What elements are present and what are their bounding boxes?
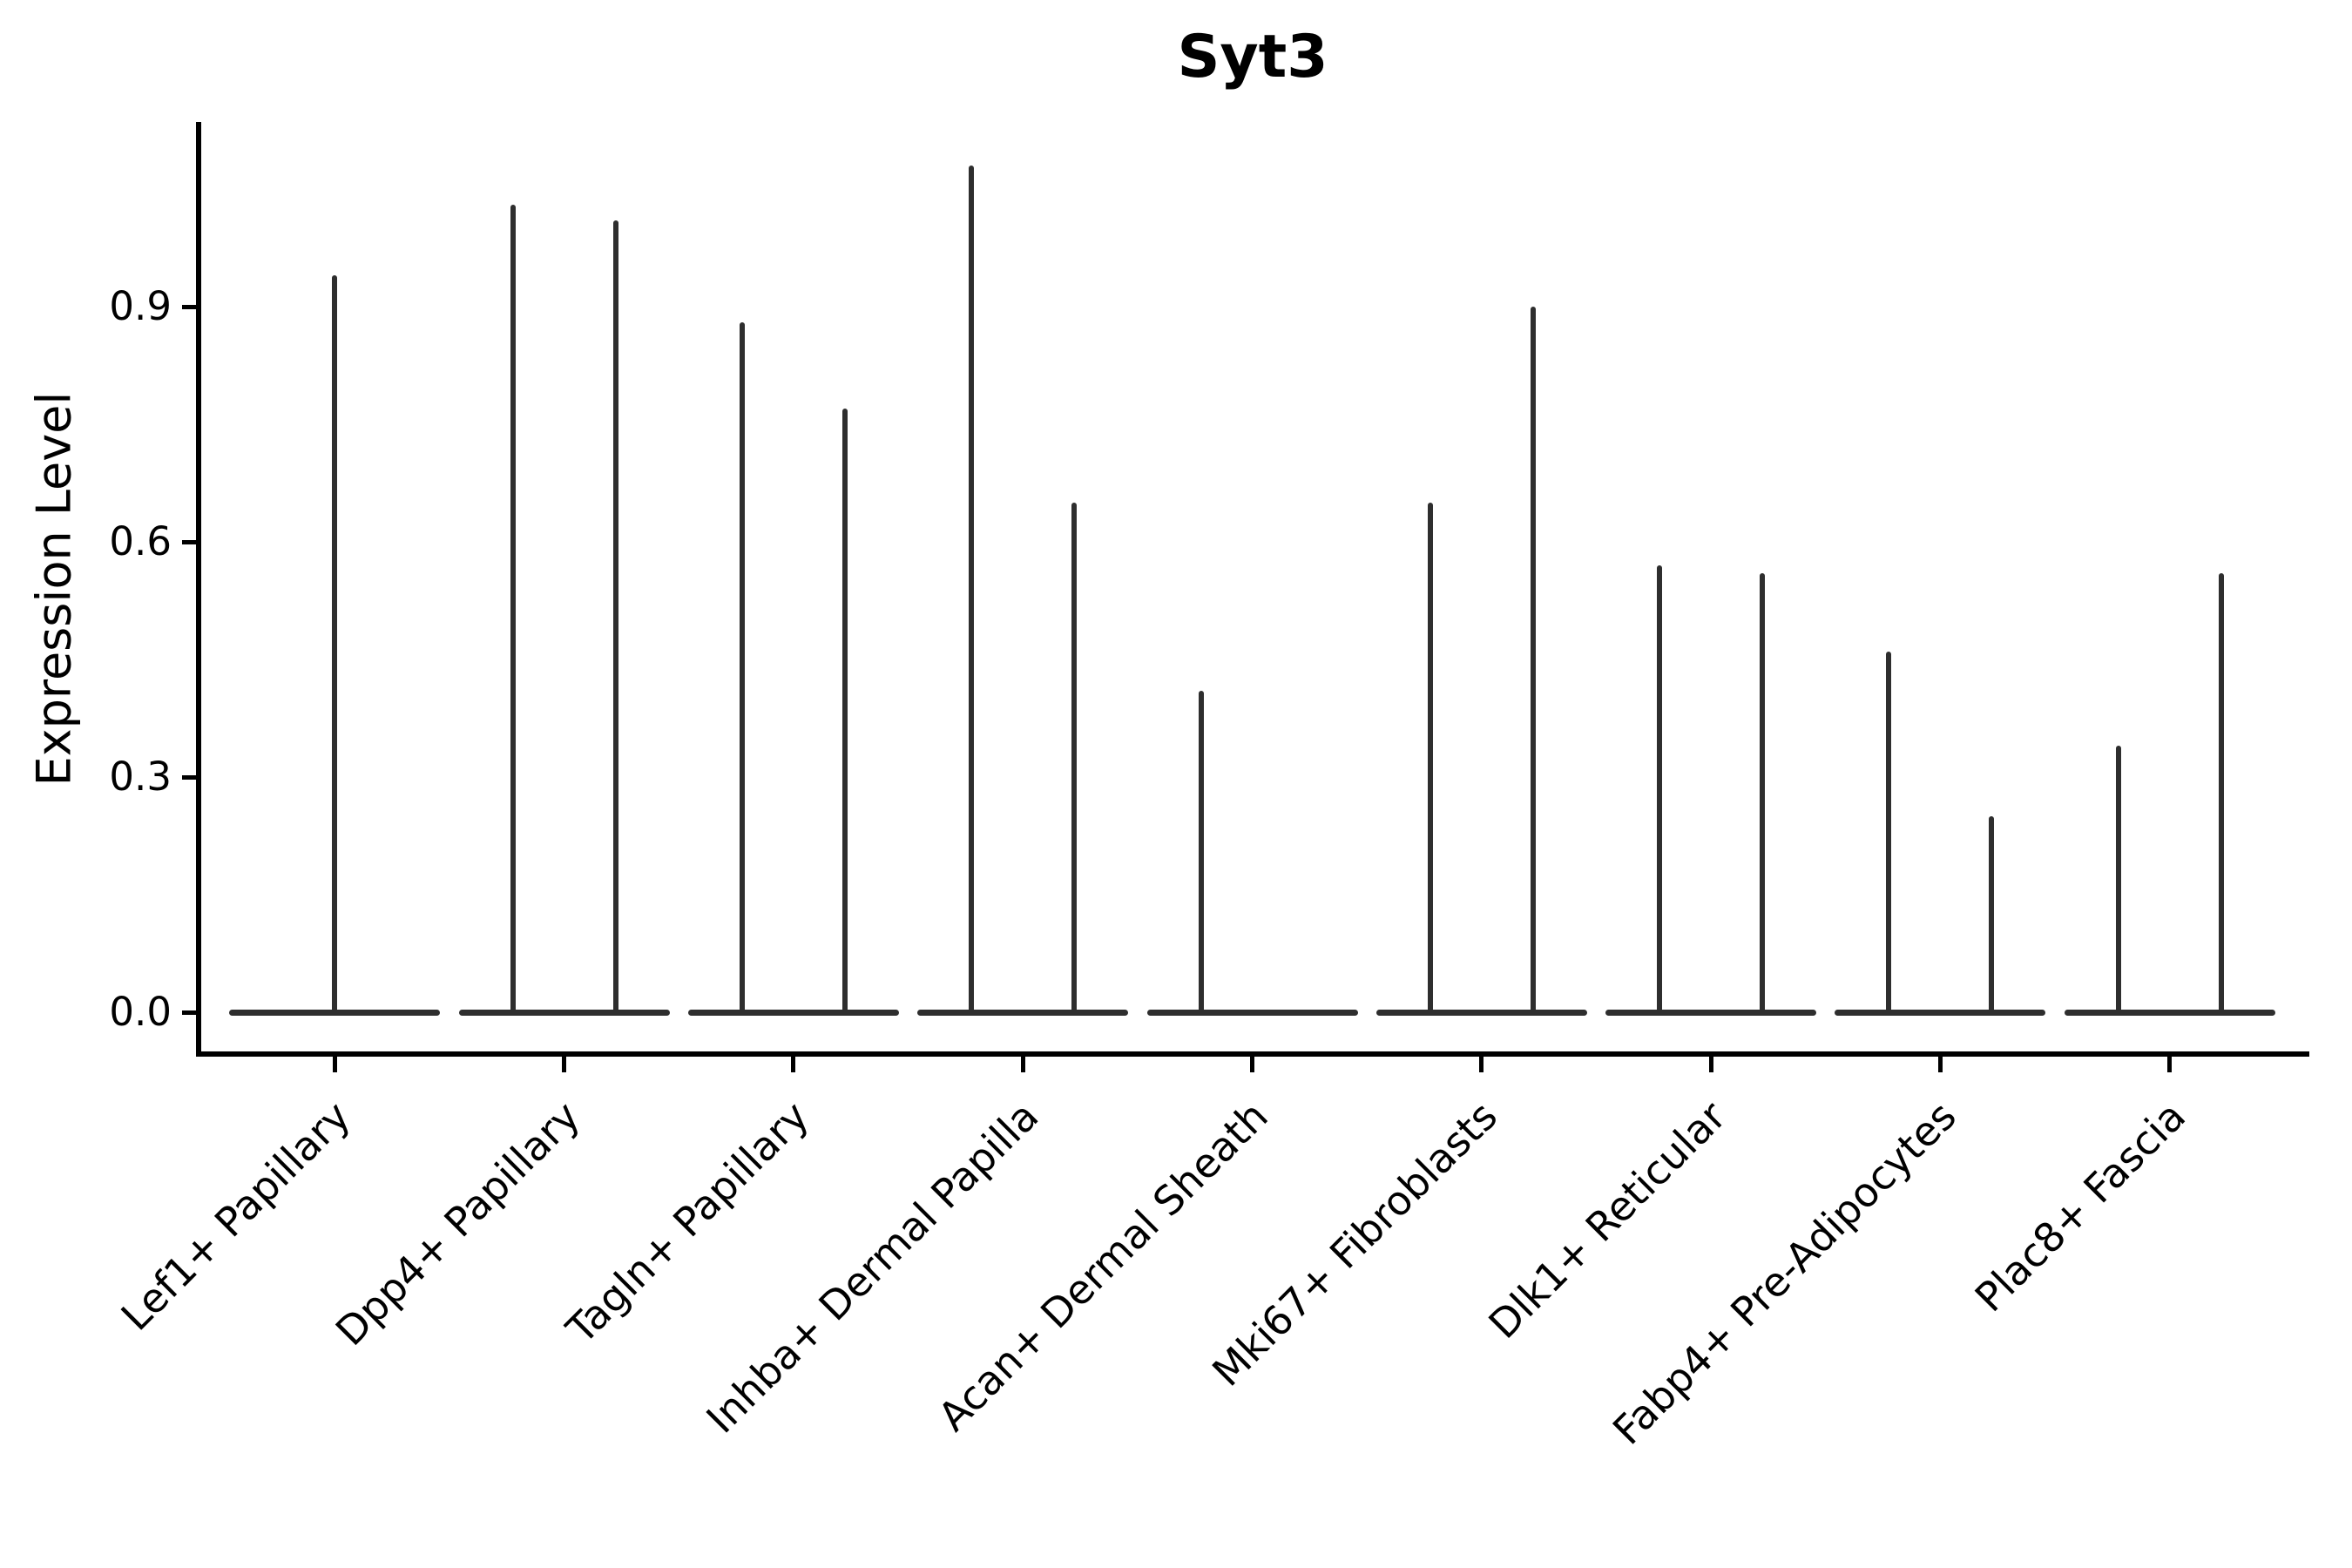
violin-spike	[1198, 691, 1204, 1016]
y-tick	[182, 304, 196, 309]
violin-spike	[612, 220, 618, 1016]
violin-spike	[739, 322, 745, 1016]
x-tick-label: Dpp4+ Papillary	[326, 1092, 589, 1355]
violin-spike	[1427, 503, 1433, 1016]
y-tick	[182, 774, 196, 780]
y-tick-label: 0.9	[109, 283, 172, 329]
violin-baseline	[458, 1009, 670, 1016]
violin-baseline	[1146, 1009, 1358, 1016]
x-tick	[332, 1057, 337, 1072]
violin-baseline	[917, 1009, 1129, 1016]
x-tick-label: Tagln+ Papillary	[558, 1092, 818, 1353]
y-tick	[182, 539, 196, 544]
violin-baseline	[1835, 1009, 2046, 1016]
chart-title: Syt3	[1177, 23, 1328, 91]
violin-spike	[2115, 746, 2121, 1016]
x-tick	[1250, 1057, 1254, 1072]
y-tick-label: 0.6	[109, 518, 172, 564]
violin-spike	[1886, 652, 1892, 1016]
x-tick	[1708, 1057, 1713, 1072]
x-tick	[562, 1057, 567, 1072]
x-tick	[1020, 1057, 1025, 1072]
violin-baseline	[2064, 1009, 2275, 1016]
violin-baseline	[1605, 1009, 1817, 1016]
x-tick	[1937, 1057, 1943, 1072]
violin-spike	[969, 166, 975, 1016]
y-tick-label: 0.3	[109, 754, 172, 800]
y-axis-label: Expression Level	[26, 391, 82, 787]
x-axis-spine	[196, 1051, 2309, 1057]
violin-spike	[1530, 307, 1536, 1016]
violin-spike	[1657, 565, 1663, 1016]
violin-baseline	[1375, 1009, 1587, 1016]
x-tick	[1479, 1057, 1484, 1072]
x-tick-label: Lef1+ Papillary	[112, 1092, 360, 1340]
violin-spike	[2218, 573, 2224, 1016]
violin-spike	[332, 275, 338, 1016]
x-tick	[791, 1057, 796, 1072]
violin-baseline	[687, 1009, 899, 1016]
y-tick-label: 0.0	[109, 989, 172, 1035]
y-tick	[182, 1010, 196, 1015]
violin-spike	[1071, 503, 1078, 1016]
x-tick	[2167, 1057, 2173, 1072]
x-tick-label: Dlk1+ Reticular	[1479, 1092, 1736, 1348]
violin-spike	[510, 205, 516, 1016]
violin-spike	[1989, 816, 1995, 1016]
x-tick-label: Plac8+ Fascia	[1965, 1092, 2194, 1321]
y-axis-spine	[196, 122, 201, 1057]
violin-spike	[1760, 573, 1766, 1016]
violin-spike	[841, 409, 848, 1016]
